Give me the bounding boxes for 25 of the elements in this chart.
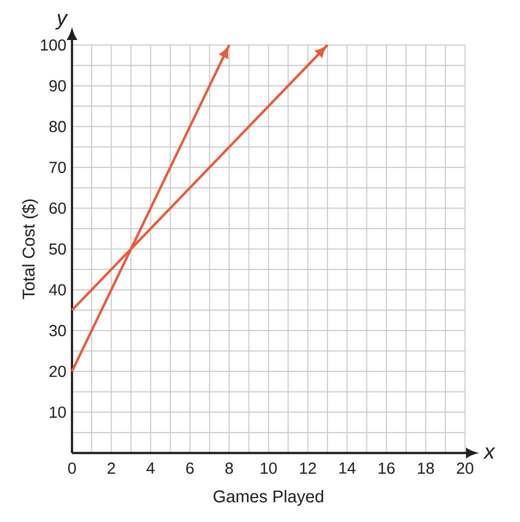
text: x <box>483 447 496 459</box>
x-tick-label: 2 <box>108 462 115 474</box>
y-tick-label: 30 <box>49 324 66 336</box>
y-tick-label: 90 <box>49 80 66 92</box>
y-axis-title: Total Cost ($) <box>22 200 38 300</box>
x-tick-label: 10 <box>260 462 277 474</box>
x-tick-label: 0 <box>68 462 76 474</box>
y-tick-label: 10 <box>50 406 66 418</box>
y-tick-label: 100 <box>40 39 66 51</box>
y-tick-label: 60 <box>49 202 66 214</box>
y-tick-label: 50 <box>49 243 66 255</box>
x-tick-label: 18 <box>418 462 434 474</box>
y-tick-label: 40 <box>49 284 66 296</box>
x-tick-label: 16 <box>378 462 395 474</box>
x-tick-label: 4 <box>146 462 155 474</box>
x-tick-label: 20 <box>456 462 474 474</box>
y-tick-label: 80 <box>49 120 66 132</box>
x-tick-label: 12 <box>300 462 316 474</box>
text: y <box>55 14 68 30</box>
x-tick-label: 6 <box>186 462 194 474</box>
x-axis-title: Games Played <box>214 490 324 506</box>
y-tick-label: 70 <box>50 162 66 174</box>
y-tick-label: 20 <box>49 366 66 378</box>
x-tick-label: 8 <box>225 462 233 474</box>
x-tick-label: 14 <box>339 462 356 474</box>
